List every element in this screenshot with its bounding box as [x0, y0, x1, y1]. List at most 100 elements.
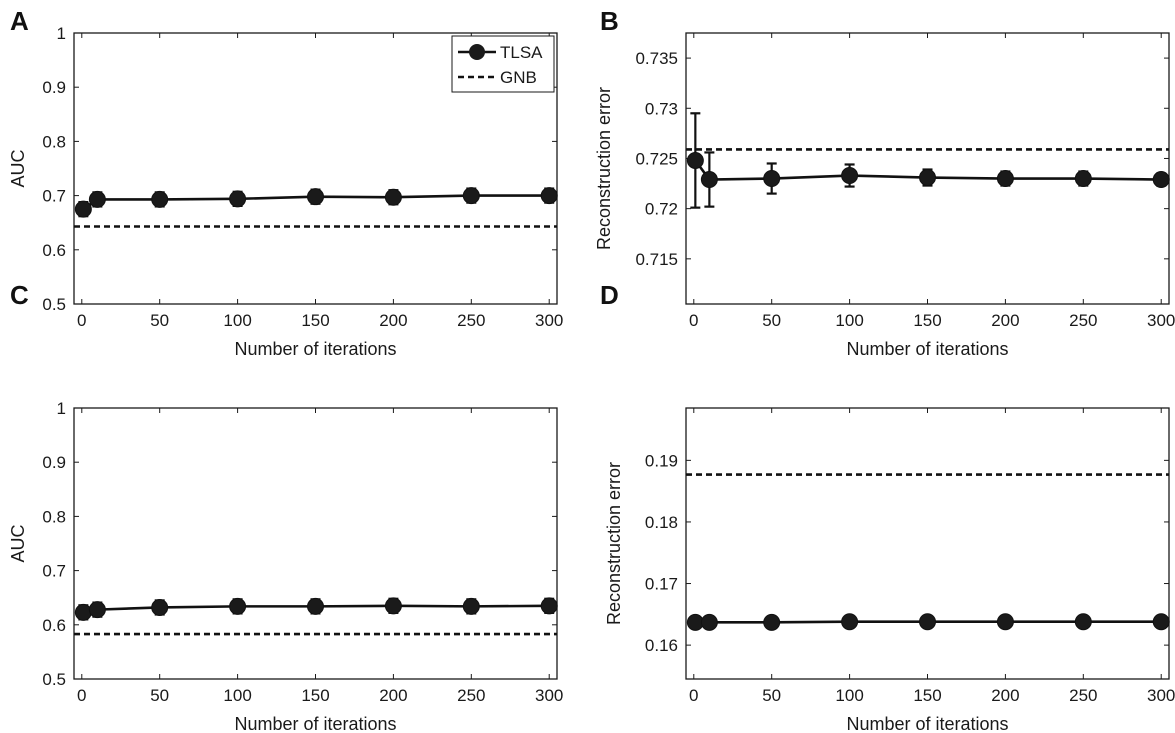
x-tick-label: 250	[1069, 311, 1097, 330]
x-tick-label: 0	[77, 686, 86, 705]
y-tick-label: 0.7	[42, 562, 66, 581]
x-tick-label: 100	[835, 686, 863, 705]
y-axis-label: AUC	[8, 524, 28, 562]
x-tick-label: 100	[223, 311, 251, 330]
y-tick-label: 0.6	[42, 241, 66, 260]
panel-b: B 0 50 100 150 200 250 300 0.715 0.72 0.725 0.73 0.7…	[594, 6, 1175, 359]
data-point	[1152, 171, 1170, 189]
data-point	[841, 613, 859, 631]
x-tick-label: 200	[991, 686, 1019, 705]
data-point	[88, 601, 106, 619]
data-point	[841, 167, 859, 185]
x-tick-label: 300	[1147, 311, 1175, 330]
data-point	[996, 613, 1014, 631]
legend-box	[451, 35, 555, 93]
panel-letter: A	[10, 6, 29, 36]
data-point	[1152, 613, 1170, 631]
data-point	[540, 597, 558, 615]
legend-label-gnb: GNB	[500, 68, 537, 87]
data-point	[700, 613, 718, 631]
x-axis-label: Number of iterations	[846, 714, 1008, 733]
y-tick-label: 0.9	[42, 78, 66, 97]
y-tick-label: 0.9	[42, 453, 66, 472]
data-point	[462, 187, 480, 205]
panel-a: A 0 50 100 150 200 250 300 0.5 0.6 0.7 0.8 0.9 1 Numbe…	[8, 6, 563, 359]
legend-tlsa-marker	[469, 44, 485, 60]
data-point	[384, 597, 402, 615]
data-point	[307, 188, 324, 206]
x-tick-label: 0	[689, 311, 698, 330]
panel-letter: B	[600, 6, 619, 36]
panel-letter: D	[600, 280, 619, 310]
panel-d: D 0 50 100 150 200 250 300 0.16 0.17 0.18 0.19 Numbe…	[600, 280, 1175, 733]
y-axis-label: Reconstruction error	[594, 87, 614, 250]
data-point	[1074, 613, 1092, 631]
data-point	[307, 597, 324, 615]
data-point	[229, 190, 247, 208]
y-tick-label: 1	[57, 24, 66, 43]
data-point	[996, 170, 1014, 188]
x-tick-label: 250	[457, 311, 485, 330]
y-tick-label: 1	[57, 399, 66, 418]
x-axis-label: Number of iterations	[846, 339, 1008, 359]
data-point	[700, 171, 718, 189]
data-point	[1074, 170, 1092, 188]
data-point	[74, 200, 92, 218]
data-point	[763, 613, 781, 631]
x-tick-label: 250	[457, 686, 485, 705]
x-tick-label: 100	[835, 311, 863, 330]
y-tick-label: 0.8	[42, 132, 66, 151]
x-tick-label: 200	[379, 686, 407, 705]
panel-c: C 0 50 100 150 200 250 300 0.5 0.6 0.7 0.8 0.9 1 Numbe…	[8, 280, 563, 733]
x-tick-label: 300	[535, 311, 563, 330]
data-point	[151, 598, 169, 616]
data-point	[462, 597, 480, 615]
data-point	[229, 597, 247, 615]
y-tick-label: 0.16	[645, 636, 678, 655]
y-axis-label: AUC	[8, 149, 28, 187]
y-tick-label: 0.5	[42, 295, 66, 314]
x-tick-label: 150	[913, 686, 941, 705]
x-tick-label: 0	[77, 311, 86, 330]
y-tick-label: 0.715	[635, 250, 678, 269]
y-tick-label: 0.8	[42, 507, 66, 526]
series-tlsa-line	[83, 604, 550, 614]
x-tick-label: 200	[379, 311, 407, 330]
x-tick-label: 50	[762, 311, 781, 330]
y-tick-label: 0.5	[42, 670, 66, 689]
x-tick-label: 50	[762, 686, 781, 705]
data-point	[763, 170, 781, 188]
x-tick-label: 300	[535, 686, 563, 705]
data-point	[919, 613, 936, 631]
x-tick-label: 200	[991, 311, 1019, 330]
data-point	[88, 190, 106, 208]
legend: TLSA GNB	[451, 35, 555, 93]
series-tlsa-line	[694, 159, 1162, 181]
data-point	[540, 187, 558, 205]
y-tick-label: 0.18	[645, 513, 678, 532]
x-axis-label: Number of iterations	[234, 714, 396, 733]
plot-frame	[685, 407, 1170, 680]
y-tick-label: 0.6	[42, 616, 66, 635]
data-point	[151, 190, 169, 208]
y-tick-label: 0.725	[635, 149, 678, 168]
y-tick-label: 0.73	[645, 99, 678, 118]
x-tick-label: 150	[301, 686, 329, 705]
x-tick-label: 250	[1069, 686, 1097, 705]
y-tick-label: 0.19	[645, 451, 678, 470]
y-tick-label: 0.72	[645, 200, 678, 219]
plot-frame	[73, 407, 558, 680]
legend-label-tlsa: TLSA	[500, 43, 543, 62]
y-tick-label: 0.17	[645, 575, 678, 594]
x-tick-label: 150	[913, 311, 941, 330]
x-tick-label: 100	[223, 686, 251, 705]
panel-letter: C	[10, 280, 29, 310]
x-tick-label: 50	[150, 686, 169, 705]
data-point	[74, 603, 92, 621]
x-axis-label: Number of iterations	[234, 339, 396, 359]
data-point	[686, 151, 704, 169]
y-tick-label: 0.7	[42, 187, 66, 206]
data-point	[919, 169, 936, 187]
y-axis-label: Reconstruction error	[604, 462, 624, 625]
